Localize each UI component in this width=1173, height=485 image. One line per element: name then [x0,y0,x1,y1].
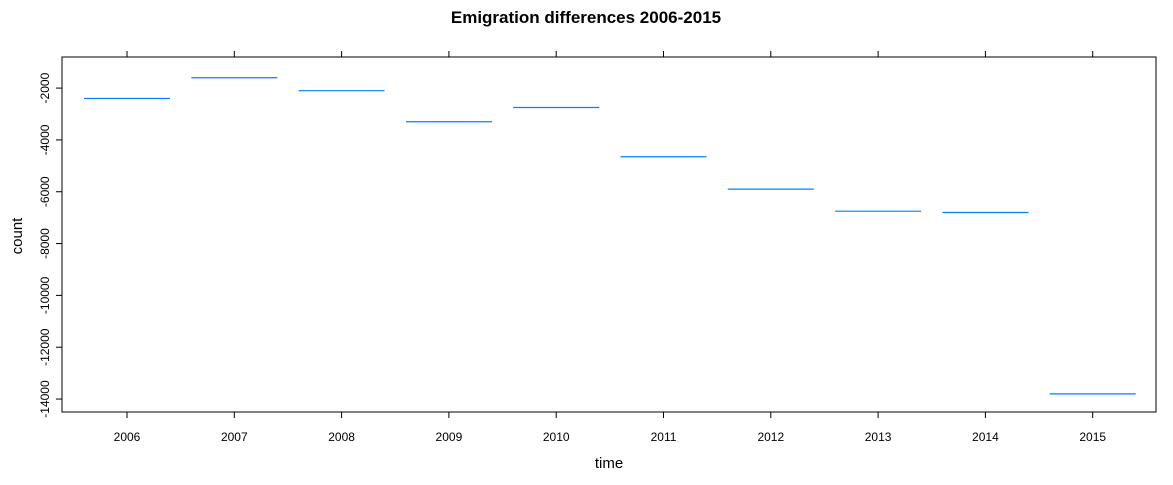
chart-title: Emigration differences 2006-2015 [451,8,721,27]
x-tick-label-2009: 2009 [436,430,463,444]
x-tick-label-2006: 2006 [114,430,141,444]
y-tick-label--2000: -2000 [38,72,52,103]
series-segments [84,77,1136,395]
y-tick-label--10000: -10000 [38,276,52,314]
y-tick-label--8000: -8000 [38,228,52,259]
x-axis-title: time [595,455,623,472]
y-axis-title: count [9,217,26,255]
y-tick-label--14000: -14000 [38,380,52,418]
x-tick-label-2015: 2015 [1079,430,1106,444]
x-tick-label-2011: 2011 [651,430,677,444]
x-tick-label-2012: 2012 [757,430,784,444]
x-tick-label-2013: 2013 [865,430,892,444]
y-tick-label--12000: -12000 [38,328,52,366]
x-tick-label-2014: 2014 [972,430,999,444]
y-tick-label--6000: -6000 [38,176,52,207]
y-axis: -2000 -4000 -6000 -8000 -10000 -12000 -14000 [38,72,62,418]
top-ticks [126,51,1094,57]
plot-frame [61,56,1157,413]
x-tick-label-2010: 2010 [543,430,570,444]
x-axis: 2006 2007 2008 2009 2010 2011 2012 2013 2014 2015 [114,412,1106,444]
x-tick-label-2007: 2007 [221,430,248,444]
y-tick-label--4000: -4000 [38,124,52,155]
x-tick-label-2008: 2008 [328,430,355,444]
